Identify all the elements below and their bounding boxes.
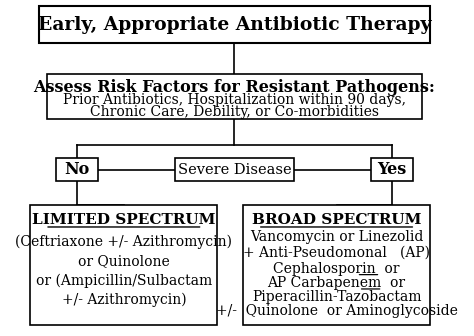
FancyBboxPatch shape: [39, 6, 430, 43]
Text: Assess Risk Factors for Resistant Pathogens:: Assess Risk Factors for Resistant Pathog…: [34, 79, 436, 95]
Text: +/-  Quinolone  or Aminoglycoside: +/- Quinolone or Aminoglycoside: [216, 304, 457, 318]
Text: Prior Antibiotics, Hospitalization within 90 days,: Prior Antibiotics, Hospitalization withi…: [63, 93, 406, 108]
Text: No: No: [64, 161, 90, 178]
Text: BROAD SPECTRUM: BROAD SPECTRUM: [252, 213, 421, 227]
Text: Vancomycin or Linezolid: Vancomycin or Linezolid: [250, 230, 423, 244]
FancyBboxPatch shape: [371, 158, 413, 181]
Text: +/- Azithromycin): +/- Azithromycin): [62, 292, 186, 307]
Text: Yes: Yes: [377, 161, 407, 178]
Text: LIMITED SPECTRUM: LIMITED SPECTRUM: [32, 213, 216, 227]
Text: Cephalosporin  or: Cephalosporin or: [273, 262, 400, 276]
Text: AP Carbapenem  or: AP Carbapenem or: [267, 276, 406, 290]
Text: or Quinolone: or Quinolone: [78, 254, 170, 268]
Text: Severe Disease: Severe Disease: [178, 163, 291, 177]
FancyBboxPatch shape: [56, 158, 98, 181]
FancyBboxPatch shape: [30, 205, 218, 325]
Text: Piperacillin-Tazobactam: Piperacillin-Tazobactam: [252, 290, 421, 304]
FancyBboxPatch shape: [47, 74, 422, 119]
Text: Early, Appropriate Antibiotic Therapy: Early, Appropriate Antibiotic Therapy: [38, 16, 431, 34]
FancyBboxPatch shape: [243, 205, 430, 325]
Text: + Anti-Pseudomonal   (AP): + Anti-Pseudomonal (AP): [243, 246, 430, 260]
Text: or (Ampicillin/Sulbactam: or (Ampicillin/Sulbactam: [36, 274, 212, 289]
Text: Chronic Care, Debility, or Co-morbidities: Chronic Care, Debility, or Co-morbiditie…: [90, 106, 379, 119]
Text: (Ceftriaxone +/- Azithromycin): (Ceftriaxone +/- Azithromycin): [15, 234, 232, 249]
FancyBboxPatch shape: [175, 158, 294, 181]
